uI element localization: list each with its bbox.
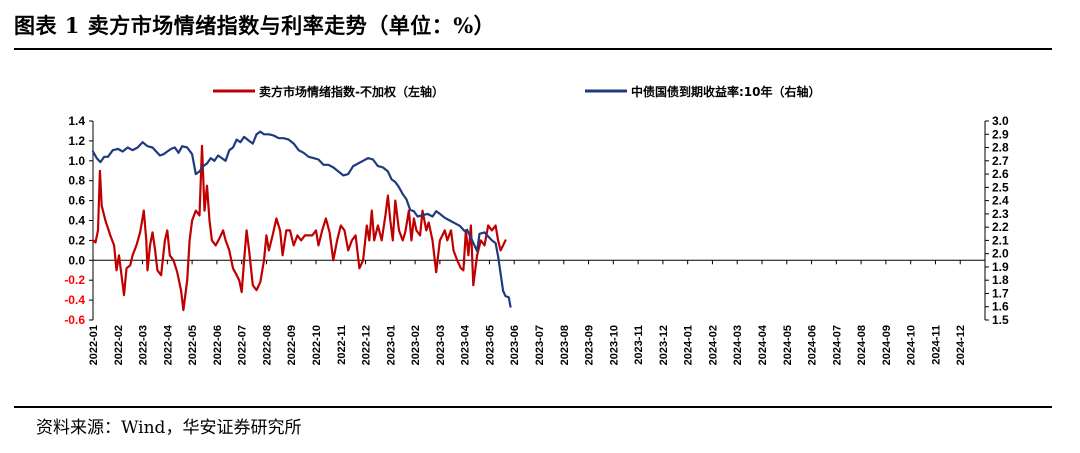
left-tick-label: 0.4	[68, 214, 85, 228]
right-tick-label: 2.9	[992, 127, 1009, 141]
x-tick-label: 2023-05	[484, 325, 496, 365]
x-tick-label: 2023-08	[559, 325, 571, 365]
x-tick-label: 2022-03	[138, 325, 150, 365]
left-tick-label: 0.6	[68, 194, 85, 208]
x-tick-label: 2024-10	[906, 325, 918, 365]
x-tick-label: 2024-02	[707, 325, 719, 365]
right-tick-label: 3.0	[992, 114, 1009, 128]
left-tick-label: 0.0	[68, 253, 85, 267]
left-axis-ticks: 1.4 1.2 1.0 0.8 0.6 0.4 0.2 0.0 -0.2 -0.4 -0.6	[64, 114, 93, 327]
left-tick-label: -0.2	[64, 273, 85, 287]
x-tick-label: 2023-12	[658, 325, 670, 365]
x-tick-label: 2022-09	[286, 325, 298, 365]
x-tick-label: 2022-11	[336, 325, 348, 365]
x-tick-label: 2023-10	[608, 325, 620, 365]
right-tick-label: 2.7	[992, 154, 1009, 168]
right-tick-label: 2.2	[992, 220, 1009, 234]
left-tick-label: 1.2	[68, 134, 85, 148]
x-tick-label: 2024-01	[683, 325, 695, 365]
x-tick-label: 2024-07	[831, 325, 843, 365]
right-tick-label: 2.0	[992, 247, 1009, 261]
footer-rule	[14, 406, 1052, 408]
x-tick-label: 2022-10	[311, 325, 323, 365]
bond-yield-line	[91, 130, 512, 308]
left-tick-label: 1.0	[68, 154, 85, 168]
x-tick-label: 2022-08	[261, 325, 273, 365]
x-tick-label: 2024-11	[930, 325, 942, 365]
x-tick-label: 2024-09	[881, 325, 893, 365]
right-tick-label: 1.8	[992, 273, 1009, 287]
x-tick-label: 2024-06	[807, 325, 819, 365]
legend-label-yield: 中债国债到期收益率:10年（右轴）	[631, 84, 821, 99]
right-tick-label: 2.5	[992, 180, 1009, 194]
left-tick-label: 0.8	[68, 174, 85, 188]
source-note: 资料来源：Wind，华安证券研究所	[36, 418, 302, 438]
x-tick-label: 2023-03	[435, 325, 447, 365]
x-tick-label: 2022-07	[237, 325, 249, 365]
title-rule	[14, 48, 1052, 50]
x-tick-label: 2023-11	[633, 325, 645, 365]
x-tick-label: 2022-06	[212, 325, 224, 365]
legend-label-sentiment: 卖方市场情绪指数-不加权（左轴）	[259, 84, 444, 99]
right-tick-label: 1.5	[992, 313, 1009, 327]
x-tick-label: 2023-01	[385, 325, 397, 365]
x-tick-label: 2022-01	[88, 325, 100, 365]
x-tick-label: 2024-05	[782, 325, 794, 365]
right-tick-label: 1.7	[992, 286, 1009, 300]
right-tick-label: 2.1	[992, 233, 1009, 247]
right-tick-label: 2.3	[992, 207, 1009, 221]
right-tick-label: 2.4	[992, 194, 1009, 208]
series-lines	[91, 130, 512, 312]
legend: 卖方市场情绪指数-不加权（左轴） 中债国债到期收益率:10年（右轴）	[213, 84, 821, 99]
right-tick-label: 2.8	[992, 141, 1009, 155]
left-tick-label: -0.6	[64, 313, 85, 327]
x-tick-label: 2022-12	[361, 325, 373, 365]
left-tick-label: -0.4	[64, 293, 85, 307]
left-tick-label: 1.4	[68, 114, 85, 128]
x-tick-label: 2023-09	[584, 325, 596, 365]
x-tick-label: 2023-06	[509, 325, 521, 365]
right-axis-ticks: 3.02.92.82.72.62.52.42.32.22.12.01.91.81…	[985, 114, 1009, 327]
x-tick-label: 2024-12	[955, 325, 967, 365]
x-tick-label: 2024-08	[856, 325, 868, 365]
x-tick-label: 2023-02	[410, 325, 422, 365]
sentiment-index-line	[91, 144, 507, 312]
left-tick-label: 0.2	[68, 233, 85, 247]
x-tick-label: 2024-04	[757, 324, 769, 365]
x-tick-label: 2022-02	[113, 325, 125, 365]
right-tick-label: 2.6	[992, 167, 1009, 181]
x-tick-label: 2022-04	[162, 324, 174, 365]
x-tick-label: 2023-04	[460, 324, 472, 365]
right-tick-label: 1.6	[992, 300, 1009, 314]
right-tick-label: 1.9	[992, 260, 1009, 274]
figure-title: 图表 1 卖方市场情绪指数与利率走势（单位：%）	[14, 13, 496, 38]
x-tick-label: 2023-07	[534, 325, 546, 365]
axes	[92, 121, 986, 320]
x-tick-label: 2024-03	[732, 325, 744, 365]
x-tick-label: 2022-05	[187, 325, 199, 365]
x-axis-ticks: 2022-01 2022-02 2022-03 2022-04 2022-05 2022-…	[88, 260, 967, 365]
